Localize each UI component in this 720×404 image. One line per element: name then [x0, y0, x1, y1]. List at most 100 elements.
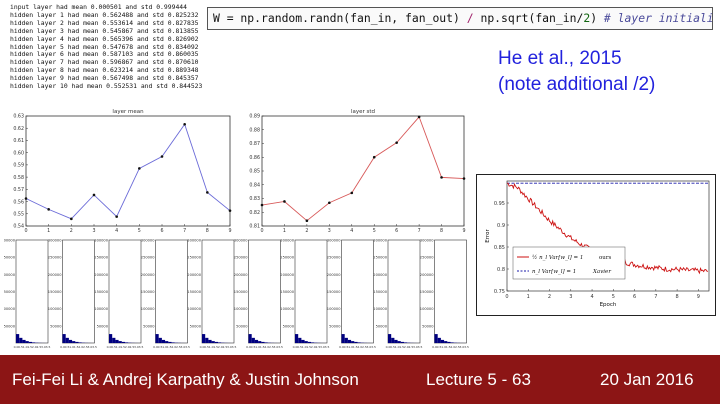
x-tick-label: 7 — [183, 228, 186, 234]
histogram-x-label: 0.0 — [432, 345, 437, 349]
histogram-bar — [254, 339, 259, 343]
histogram-panel: 50000 100000 150000 200000 250000 300000 0.00.… — [4, 239, 50, 350]
histogram-bar — [304, 341, 308, 343]
histogram-x-label: 3.0 — [274, 345, 279, 349]
histogram-y-label: 50000 — [329, 324, 341, 328]
he-y-tick-label: 0.8 — [497, 267, 505, 273]
x-tick-label: 3 — [92, 228, 95, 234]
histogram-y-label: 250000 — [234, 256, 248, 260]
histogram-y-label: 50000 — [190, 324, 202, 328]
histogram-y-label: 50000 — [143, 324, 155, 328]
histogram-x-label: 3.0 — [88, 345, 93, 349]
series-line — [25, 123, 231, 220]
x-tick-label: 8 — [440, 228, 443, 234]
histogram-y-label: 100000 — [141, 307, 155, 311]
histogram-x-label: 3.5 — [418, 345, 423, 349]
data-point — [260, 203, 264, 207]
histogram-bar — [218, 342, 222, 343]
histogram-x-label: 2.0 — [32, 345, 37, 349]
histogram-x-label: 0.5 — [251, 345, 256, 349]
histogram-y-label: 200000 — [373, 273, 387, 277]
histogram-x-label: 0.0 — [153, 345, 158, 349]
histogram-y-label: 50000 — [422, 324, 434, 328]
histogram-y-label: 300000 — [94, 239, 108, 243]
histogram-y-label: 250000 — [280, 256, 294, 260]
histogram-x-label: 2.0 — [125, 345, 130, 349]
x-tick-label: 8 — [206, 228, 209, 234]
histogram-x-label: 3.0 — [41, 345, 46, 349]
histogram-y-label: 100000 — [280, 307, 294, 311]
x-tick-label: 7 — [418, 228, 421, 234]
data-point — [228, 209, 232, 212]
histogram-bar — [341, 334, 345, 343]
histogram-bar — [19, 337, 23, 343]
histogram-y-label: 200000 — [420, 273, 434, 277]
histogram-bar — [112, 337, 116, 343]
histogram-bar — [437, 337, 441, 343]
he-x-tick-label: 9 — [697, 294, 700, 300]
histogram-y-label: 100000 — [420, 307, 434, 311]
histogram-y-label: 100000 — [94, 307, 108, 311]
he-x-axis-label: Epoch — [600, 302, 617, 308]
histogram-bar — [62, 334, 66, 343]
histogram-y-label: 150000 — [48, 290, 62, 294]
he-x-tick-label: 6 — [633, 294, 636, 300]
histogram-bar — [397, 341, 401, 343]
histogram-bar — [161, 339, 166, 343]
histogram-bar — [311, 342, 315, 343]
histogram-frame — [155, 239, 188, 344]
histogram-bar — [65, 337, 69, 343]
citation: He et al., 2015 (note additional /2) — [498, 46, 655, 98]
histogram-bar — [214, 341, 218, 343]
code-middle: np.sqrt(fan_in/ — [473, 11, 584, 25]
histogram-y-label: 150000 — [327, 290, 341, 294]
histogram-bar — [68, 339, 73, 343]
histogram-x-label: 0.5 — [390, 345, 395, 349]
histogram-x-label: 0.0 — [107, 345, 112, 349]
histogram-bar — [447, 341, 451, 343]
histogram-bar — [357, 342, 361, 343]
histogram-x-label: 1.5 — [399, 345, 404, 349]
he-y-tick-label: 0.9 — [497, 223, 505, 229]
histogram-frame — [15, 239, 49, 344]
series-line — [261, 116, 465, 222]
y-tick-label: 0.84 — [249, 182, 260, 188]
histogram-x-label: 3.0 — [367, 345, 372, 349]
histogram-x-label: 1.5 — [213, 345, 218, 349]
stats-line: hidden layer 5 had mean 0.547678 and std… — [10, 42, 199, 51]
histogram-bar — [32, 342, 36, 343]
histogram-x-label: 2.5 — [269, 345, 274, 349]
histogram-x-label: 2.0 — [357, 345, 362, 349]
histogram-x-label: 3.5 — [278, 345, 283, 349]
histogram-y-label: 150000 — [234, 290, 248, 294]
histogram-x-label: 1.5 — [27, 345, 32, 349]
histogram-y-label: 200000 — [48, 273, 62, 277]
data-point — [206, 191, 209, 194]
histogram-y-label: 100000 — [187, 307, 201, 311]
histogram-x-label: 3.5 — [325, 345, 330, 349]
histogram-y-label: 100000 — [234, 307, 248, 311]
footer-date: 20 Jan 2016 — [600, 370, 694, 389]
histogram-y-label: 100000 — [373, 307, 387, 311]
y-tick-label: 0.87 — [249, 141, 260, 147]
citation-line-1: He et al., 2015 — [498, 48, 622, 69]
histogram-y-label: 250000 — [187, 256, 201, 260]
histogram-y-label: 100000 — [327, 307, 341, 311]
histogram-x-label: 1.5 — [446, 345, 451, 349]
histogram-bar — [25, 341, 29, 343]
histogram-bar — [298, 337, 302, 343]
citation-line-2: (note additional /2) — [498, 74, 656, 95]
histogram-x-label: 0.5 — [158, 345, 163, 349]
histogram-x-label: 3.5 — [139, 345, 144, 349]
histogram-x-label: 2.5 — [36, 345, 41, 349]
he-legend-ours-name: ours — [599, 255, 611, 261]
histogram-frame — [108, 239, 142, 344]
histogram-y-label: 50000 — [50, 324, 62, 328]
y-tick-label: 0.88 — [249, 127, 260, 133]
histogram-x-label: 0.5 — [344, 345, 349, 349]
histogram-x-label: 1.5 — [260, 345, 265, 349]
histogram-bar — [434, 334, 438, 343]
